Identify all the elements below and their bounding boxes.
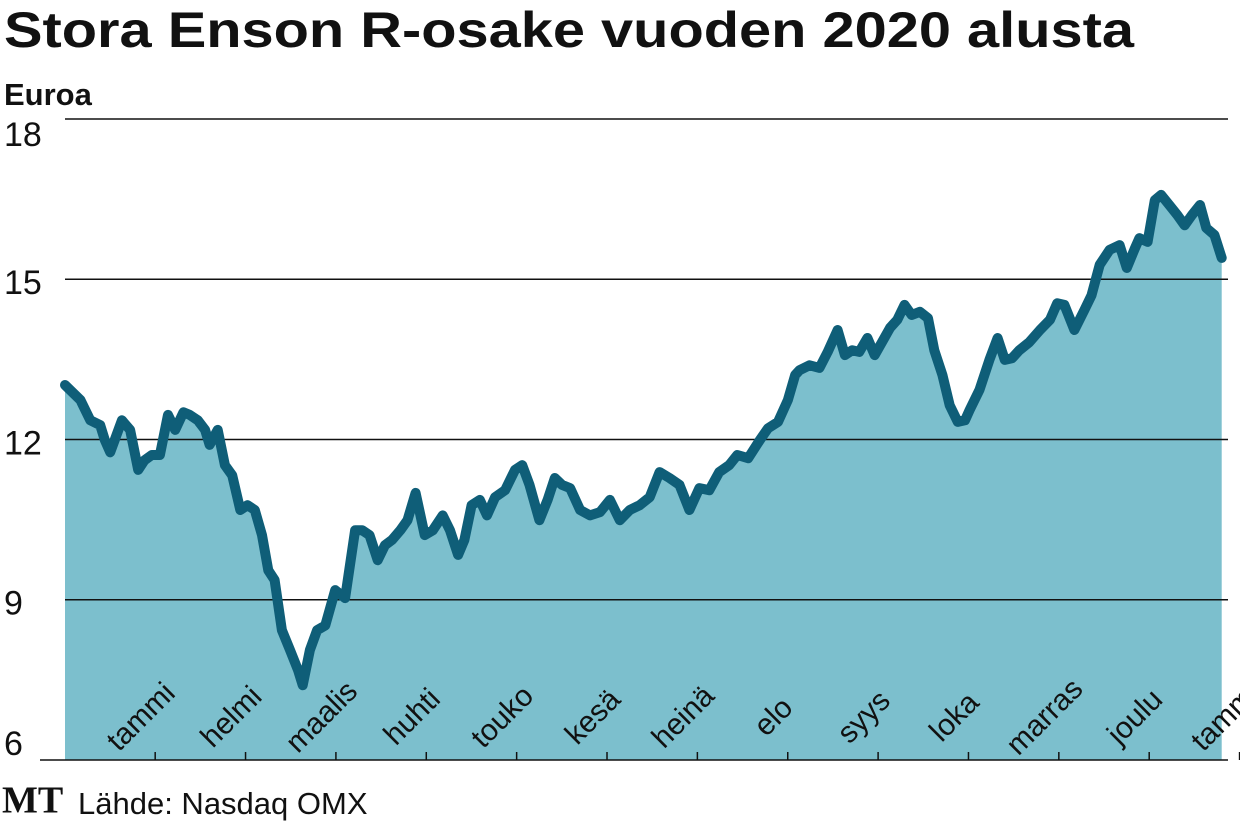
y-tick-label: 18 bbox=[4, 116, 42, 154]
y-tick-label: 9 bbox=[4, 585, 23, 623]
area-fill bbox=[65, 194, 1222, 760]
source: Lähde: Nasdaq OMX bbox=[78, 786, 368, 821]
logo: MT bbox=[2, 780, 63, 822]
chart-title: Stora Enson R-osake vuoden 2020 alusta bbox=[4, 2, 1135, 58]
y-axis-label: Euroa bbox=[4, 77, 93, 112]
price-line bbox=[60, 189, 1227, 691]
y-tick-label: 12 bbox=[4, 424, 42, 462]
y-tick-label: 15 bbox=[4, 264, 42, 302]
y-tick-label: 6 bbox=[4, 725, 23, 763]
